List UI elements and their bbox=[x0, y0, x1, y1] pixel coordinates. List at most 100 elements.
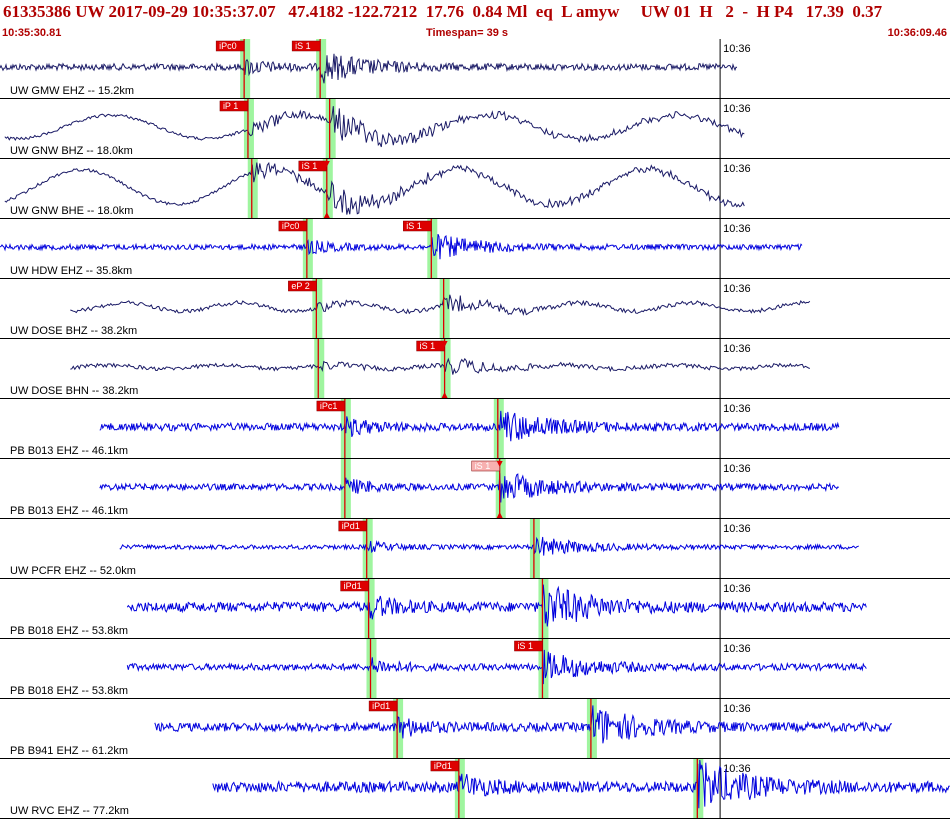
phase-pick-label: iPc0 bbox=[219, 41, 237, 51]
time-tick-label: 10:36 bbox=[723, 643, 751, 655]
timespan-readout: Timespan= 39 s bbox=[426, 27, 509, 39]
phase-pick-label: iS 1 bbox=[406, 221, 422, 231]
time-tick-label: 10:36 bbox=[723, 463, 751, 475]
phase-pick-badge bbox=[288, 280, 317, 292]
pick-window bbox=[366, 639, 377, 699]
phase-pick-badge bbox=[368, 700, 398, 712]
phase-pick-label: iS 1 bbox=[295, 41, 311, 51]
channel-label: PB B018 EHZ -- 53.8km bbox=[10, 625, 128, 637]
phase-pick-label: iP 1 bbox=[223, 101, 238, 111]
channel-label: UW GNW BHE -- 18.0km bbox=[10, 205, 133, 217]
time-tick-label: 10:36 bbox=[723, 103, 751, 115]
pick-marker-triangle bbox=[323, 212, 330, 218]
pick-marker-triangle bbox=[441, 341, 448, 347]
phase-pick-badge bbox=[340, 580, 369, 592]
phase-pick-badge bbox=[514, 640, 543, 652]
channel-panel[interactable]: 10:36 iPd1 PB B941 EHZ -- 61.2km bbox=[0, 699, 950, 759]
event-header: 61335386 UW 2017-09-29 10:35:37.07 47.41… bbox=[0, 0, 950, 40]
channel-panel[interactable]: 10:36 iPd1 UW PCFR EHZ -- 52.0km bbox=[0, 519, 950, 579]
pick-window bbox=[247, 159, 258, 219]
channel-label: UW GNW BHZ -- 18.0km bbox=[10, 145, 133, 157]
waveform-trace bbox=[70, 294, 811, 317]
waveform-trace bbox=[70, 357, 810, 375]
channel-panel[interactable]: 10:36 eP 2 UW DOSE BHZ -- 38.2km bbox=[0, 279, 950, 339]
waveform-trace bbox=[0, 234, 803, 260]
waveform-trace bbox=[99, 473, 840, 503]
channel-panel[interactable]: 10:36 iPd1 UW RVC EHZ -- 77.2km bbox=[0, 759, 950, 819]
channel-label: UW DOSE BHZ -- 38.2km bbox=[10, 325, 137, 337]
seismogram-panels[interactable]: 10:36 iPc0 iS 1 UW GMW EHZ -- 15.2km 10:36 iP… bbox=[0, 39, 950, 820]
pick-window bbox=[312, 279, 323, 339]
phase-pick-badge bbox=[278, 220, 308, 232]
pick-marker-triangle bbox=[496, 512, 503, 518]
channel-panel[interactable]: 10:36 iPc0 iS 1 UW HDW EHZ -- 35.8km bbox=[0, 219, 950, 279]
channel-panel[interactable]: 10:36 iS 1 PB B018 EHZ -- 53.8km bbox=[0, 639, 950, 699]
pick-window bbox=[316, 39, 327, 99]
time-tick-label: 10:36 bbox=[723, 223, 751, 235]
pick-window bbox=[529, 519, 540, 579]
waveform-trace bbox=[212, 759, 950, 809]
waveform-trace bbox=[99, 410, 840, 442]
phase-pick-badge bbox=[291, 40, 321, 52]
phase-pick-label: iPd1 bbox=[342, 521, 360, 531]
waveform-trace bbox=[119, 536, 859, 556]
time-tick-label: 10:36 bbox=[723, 583, 751, 595]
phase-pick-badge bbox=[316, 400, 346, 412]
phase-pick-badge bbox=[215, 40, 245, 52]
channel-panel[interactable]: 10:36 iS 1 UW DOSE BHN -- 38.2km bbox=[0, 339, 950, 399]
pick-window bbox=[493, 399, 504, 459]
time-tick-label: 10:36 bbox=[723, 403, 751, 415]
pick-marker-triangle bbox=[323, 161, 330, 167]
channel-panel[interactable]: 10:36 iPc0 iS 1 UW GMW EHZ -- 15.2km bbox=[0, 39, 950, 99]
waveform-trace bbox=[0, 53, 738, 84]
phase-pick-label: iS 1 bbox=[302, 161, 318, 171]
phase-pick-label: iS 1 bbox=[517, 641, 533, 651]
pick-window bbox=[322, 159, 333, 219]
window-start-time: 10:35:30.81 bbox=[2, 27, 62, 39]
phase-pick-label: iS 1 bbox=[420, 341, 436, 351]
channel-panel[interactable]: 10:36 iS 1 PB B013 EHZ -- 46.1km bbox=[0, 459, 950, 519]
channel-label: UW RVC EHZ -- 77.2km bbox=[10, 805, 129, 817]
time-tick-label: 10:36 bbox=[723, 343, 751, 355]
channel-panel[interactable]: 10:36 iS 1 UW GNW BHE -- 18.0km bbox=[0, 159, 950, 219]
time-tick-label: 10:36 bbox=[723, 163, 751, 175]
pick-window bbox=[243, 99, 254, 159]
phase-pick-label: iS 1 bbox=[475, 461, 491, 471]
pick-window bbox=[340, 459, 351, 519]
phase-pick-label: iPd1 bbox=[344, 581, 362, 591]
phase-pick-label: iPc1 bbox=[320, 401, 338, 411]
pick-window bbox=[393, 699, 404, 759]
pick-window bbox=[314, 339, 325, 399]
pick-window bbox=[439, 279, 450, 339]
pick-marker-triangle bbox=[441, 392, 448, 398]
channel-label: UW HDW EHZ -- 35.8km bbox=[10, 265, 132, 277]
pick-window bbox=[454, 759, 465, 819]
phase-pick-badge bbox=[338, 520, 367, 532]
time-tick-label: 10:36 bbox=[723, 523, 751, 535]
pick-window bbox=[325, 99, 336, 159]
phase-pick-label: iPd1 bbox=[372, 701, 390, 711]
waveform-trace bbox=[126, 649, 867, 685]
time-tick-label: 10:36 bbox=[723, 703, 751, 715]
channel-panel[interactable]: 10:36 iPc1 PB B013 EHZ -- 46.1km bbox=[0, 399, 950, 459]
phase-pick-label: iPc0 bbox=[282, 221, 300, 231]
phase-pick-badge bbox=[219, 100, 249, 112]
waveform-trace bbox=[154, 705, 892, 744]
waveform-trace bbox=[126, 584, 867, 627]
pick-window bbox=[302, 219, 313, 279]
waveform-trace bbox=[4, 161, 745, 215]
channel-panel[interactable]: 10:36 iPd1 PB B018 EHZ -- 53.8km bbox=[0, 579, 950, 639]
pick-window bbox=[538, 579, 549, 639]
pick-window bbox=[586, 699, 597, 759]
channel-label: PB B013 EHZ -- 46.1km bbox=[10, 445, 128, 457]
channel-label: UW PCFR EHZ -- 52.0km bbox=[10, 565, 136, 577]
pick-marker-triangle bbox=[496, 461, 503, 467]
channel-panel[interactable]: 10:36 iP 1 UW GNW BHZ -- 18.0km bbox=[0, 99, 950, 159]
channel-label: UW DOSE BHN -- 38.2km bbox=[10, 385, 138, 397]
phase-pick-badge bbox=[403, 220, 432, 232]
channel-label: PB B018 EHZ -- 53.8km bbox=[10, 685, 128, 697]
channel-label: PB B013 EHZ -- 46.1km bbox=[10, 505, 128, 517]
phase-pick-badge bbox=[430, 760, 460, 772]
time-tick-label: 10:36 bbox=[723, 763, 751, 775]
phase-pick-label: iPd1 bbox=[434, 761, 452, 771]
